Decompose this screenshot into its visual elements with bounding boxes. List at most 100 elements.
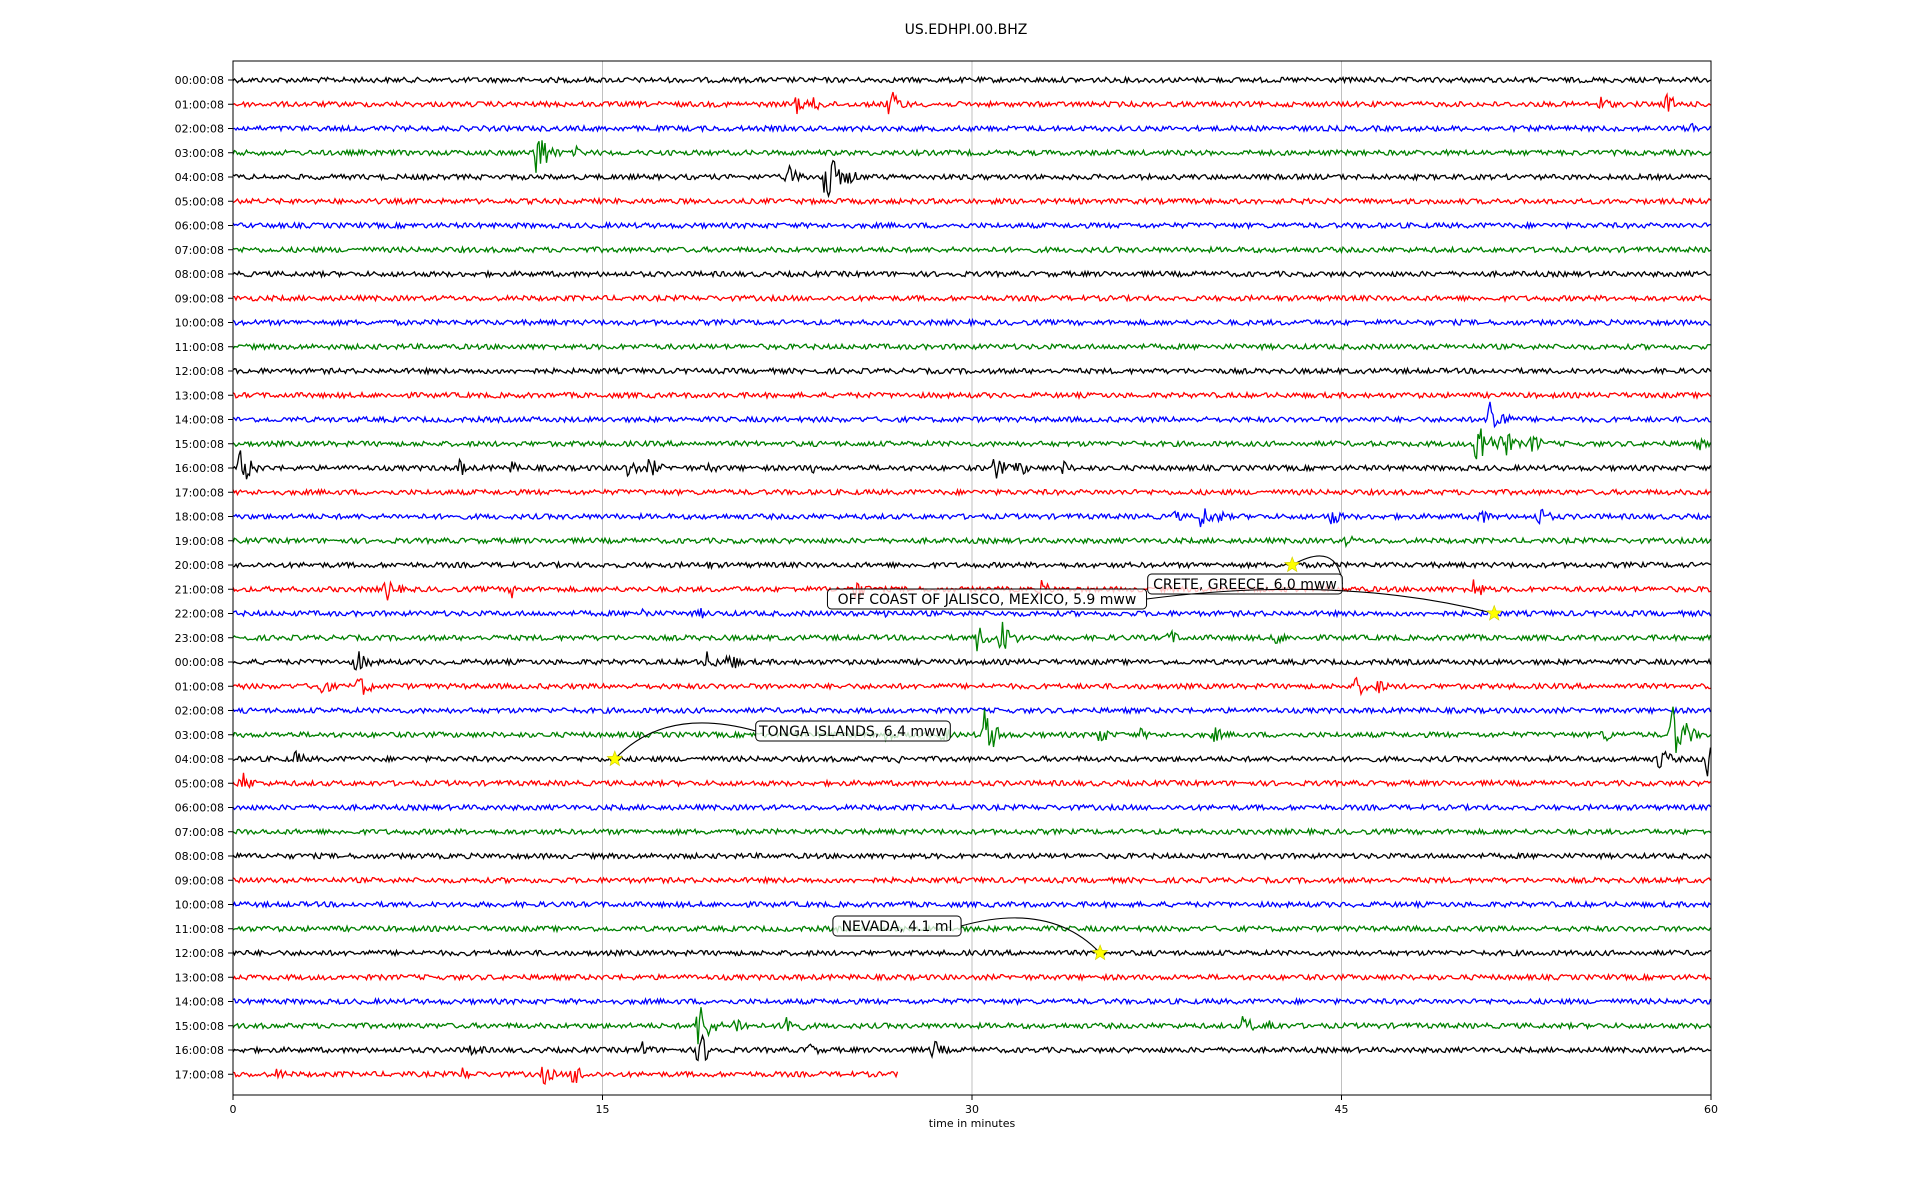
row-label-8: 08:00:08 (175, 268, 224, 281)
row-label-37: 13:00:08 (175, 971, 224, 984)
x-tick-label-15: 15 (596, 1103, 610, 1116)
trace-row-19 (232, 535, 1712, 549)
trace-row-11 (232, 342, 1711, 352)
row-label-6: 06:00:08 (175, 220, 224, 233)
trace-row-2 (232, 122, 1712, 134)
plot-frame (232, 60, 1712, 1096)
event-star-icon-2 (606, 750, 624, 767)
event-star-icon-3 (1091, 944, 1109, 961)
row-label-39: 15:00:08 (175, 1020, 224, 1033)
row-label-12: 12:00:08 (175, 365, 224, 378)
trace-row-5 (232, 196, 1711, 206)
trace-row-30 (232, 802, 1712, 812)
trace-row-37 (232, 972, 1711, 982)
row-label-28: 04:00:08 (175, 753, 224, 766)
trace-row-34 (232, 899, 1711, 910)
trace-group (232, 75, 1712, 1085)
trace-row-8 (232, 269, 1711, 279)
row-label-33: 09:00:08 (175, 874, 224, 887)
row-label-26: 02:00:08 (175, 705, 224, 718)
trace-row-12 (232, 366, 1712, 376)
trace-row-41 (232, 1066, 899, 1085)
x-axis-label: time in minutes (929, 1117, 1016, 1130)
row-label-32: 08:00:08 (175, 850, 224, 863)
trace-row-14 (232, 401, 1711, 429)
event-connector-2 (614, 722, 756, 760)
event-connector-1 (1146, 588, 1495, 615)
row-label-36: 12:00:08 (175, 947, 224, 960)
x-tick-label-45: 45 (1335, 1103, 1349, 1116)
trace-row-3 (232, 140, 1712, 173)
row-label-2: 02:00:08 (175, 123, 224, 136)
trace-row-4 (232, 159, 1711, 199)
row-label-40: 16:00:08 (175, 1044, 224, 1057)
row-label-29: 05:00:08 (175, 777, 224, 790)
row-label-16: 16:00:08 (175, 462, 224, 475)
row-label-41: 17:00:08 (175, 1068, 224, 1081)
trace-row-33 (232, 875, 1712, 885)
trace-row-17 (232, 487, 1711, 497)
trace-row-20 (232, 560, 1711, 571)
x-tick-label-30: 30 (965, 1103, 979, 1116)
trace-row-36 (232, 948, 1711, 958)
row-label-4: 04:00:08 (175, 171, 224, 184)
row-label-20: 20:00:08 (175, 559, 224, 572)
event-label-3: NEVADA, 4.1 ml (842, 919, 953, 935)
row-label-27: 03:00:08 (175, 729, 224, 742)
x-tick-label-0: 0 (230, 1103, 237, 1116)
trace-row-24 (232, 651, 1712, 671)
row-label-1: 01:00:08 (175, 98, 224, 111)
row-label-19: 19:00:08 (175, 535, 224, 548)
row-label-34: 10:00:08 (175, 899, 224, 912)
trace-row-6 (232, 220, 1711, 231)
chart-title: US.EDHPI.00.BHZ (905, 22, 1028, 38)
row-label-38: 14:00:08 (175, 996, 224, 1009)
event-label-box-3 (832, 915, 962, 937)
trace-row-28 (232, 747, 1712, 777)
trace-row-9 (233, 293, 1711, 303)
event-star-icon-0 (1283, 556, 1301, 573)
trace-row-26 (232, 706, 1712, 716)
row-label-30: 06:00:08 (175, 802, 224, 815)
row-time-labels: 00:00:08 01:00:08 02:00:08 03:00:08 04:00:08… (175, 74, 233, 1081)
trace-row-27 (232, 706, 1712, 754)
trace-row-38 (232, 996, 1712, 1007)
trace-row-35 (232, 924, 1712, 934)
trace-row-7 (232, 245, 1711, 255)
row-label-5: 05:00:08 (175, 195, 224, 208)
row-label-15: 15:00:08 (175, 438, 224, 451)
trace-row-1 (232, 91, 1711, 115)
row-label-7: 07:00:08 (175, 244, 224, 257)
row-label-9: 09:00:08 (175, 292, 224, 305)
row-label-18: 18:00:08 (175, 511, 224, 524)
row-label-31: 07:00:08 (175, 826, 224, 839)
trace-row-22 (232, 607, 1712, 619)
trace-row-39 (232, 1007, 1712, 1045)
trace-row-32 (232, 851, 1712, 861)
row-label-23: 23:00:08 (175, 632, 224, 645)
row-label-21: 21:00:08 (175, 583, 224, 596)
x-tick-label-60: 60 (1704, 1103, 1718, 1116)
row-label-3: 03:00:08 (175, 147, 224, 160)
row-label-14: 14:00:08 (175, 414, 224, 427)
row-label-10: 10:00:08 (175, 317, 224, 330)
event-label-box-1 (826, 588, 1148, 610)
row-label-25: 01:00:08 (175, 680, 224, 693)
row-label-35: 11:00:08 (175, 923, 224, 936)
row-label-0: 00:00:08 (175, 74, 224, 87)
trace-row-16 (232, 450, 1712, 480)
trace-row-10 (232, 317, 1711, 328)
trace-row-0 (232, 75, 1711, 85)
trace-row-23 (232, 621, 1712, 652)
trace-row-18 (232, 508, 1711, 528)
event-label-box-2 (755, 720, 951, 742)
event-star-icon-1 (1485, 604, 1503, 621)
trace-row-40 (232, 1033, 1711, 1062)
event-connector-3 (960, 917, 1101, 954)
row-label-17: 17:00:08 (175, 486, 224, 499)
event-label-2: TONGA ISLANDS, 6.4 mww (758, 724, 947, 740)
row-label-13: 13:00:08 (175, 389, 224, 402)
trace-row-25 (232, 676, 1711, 697)
